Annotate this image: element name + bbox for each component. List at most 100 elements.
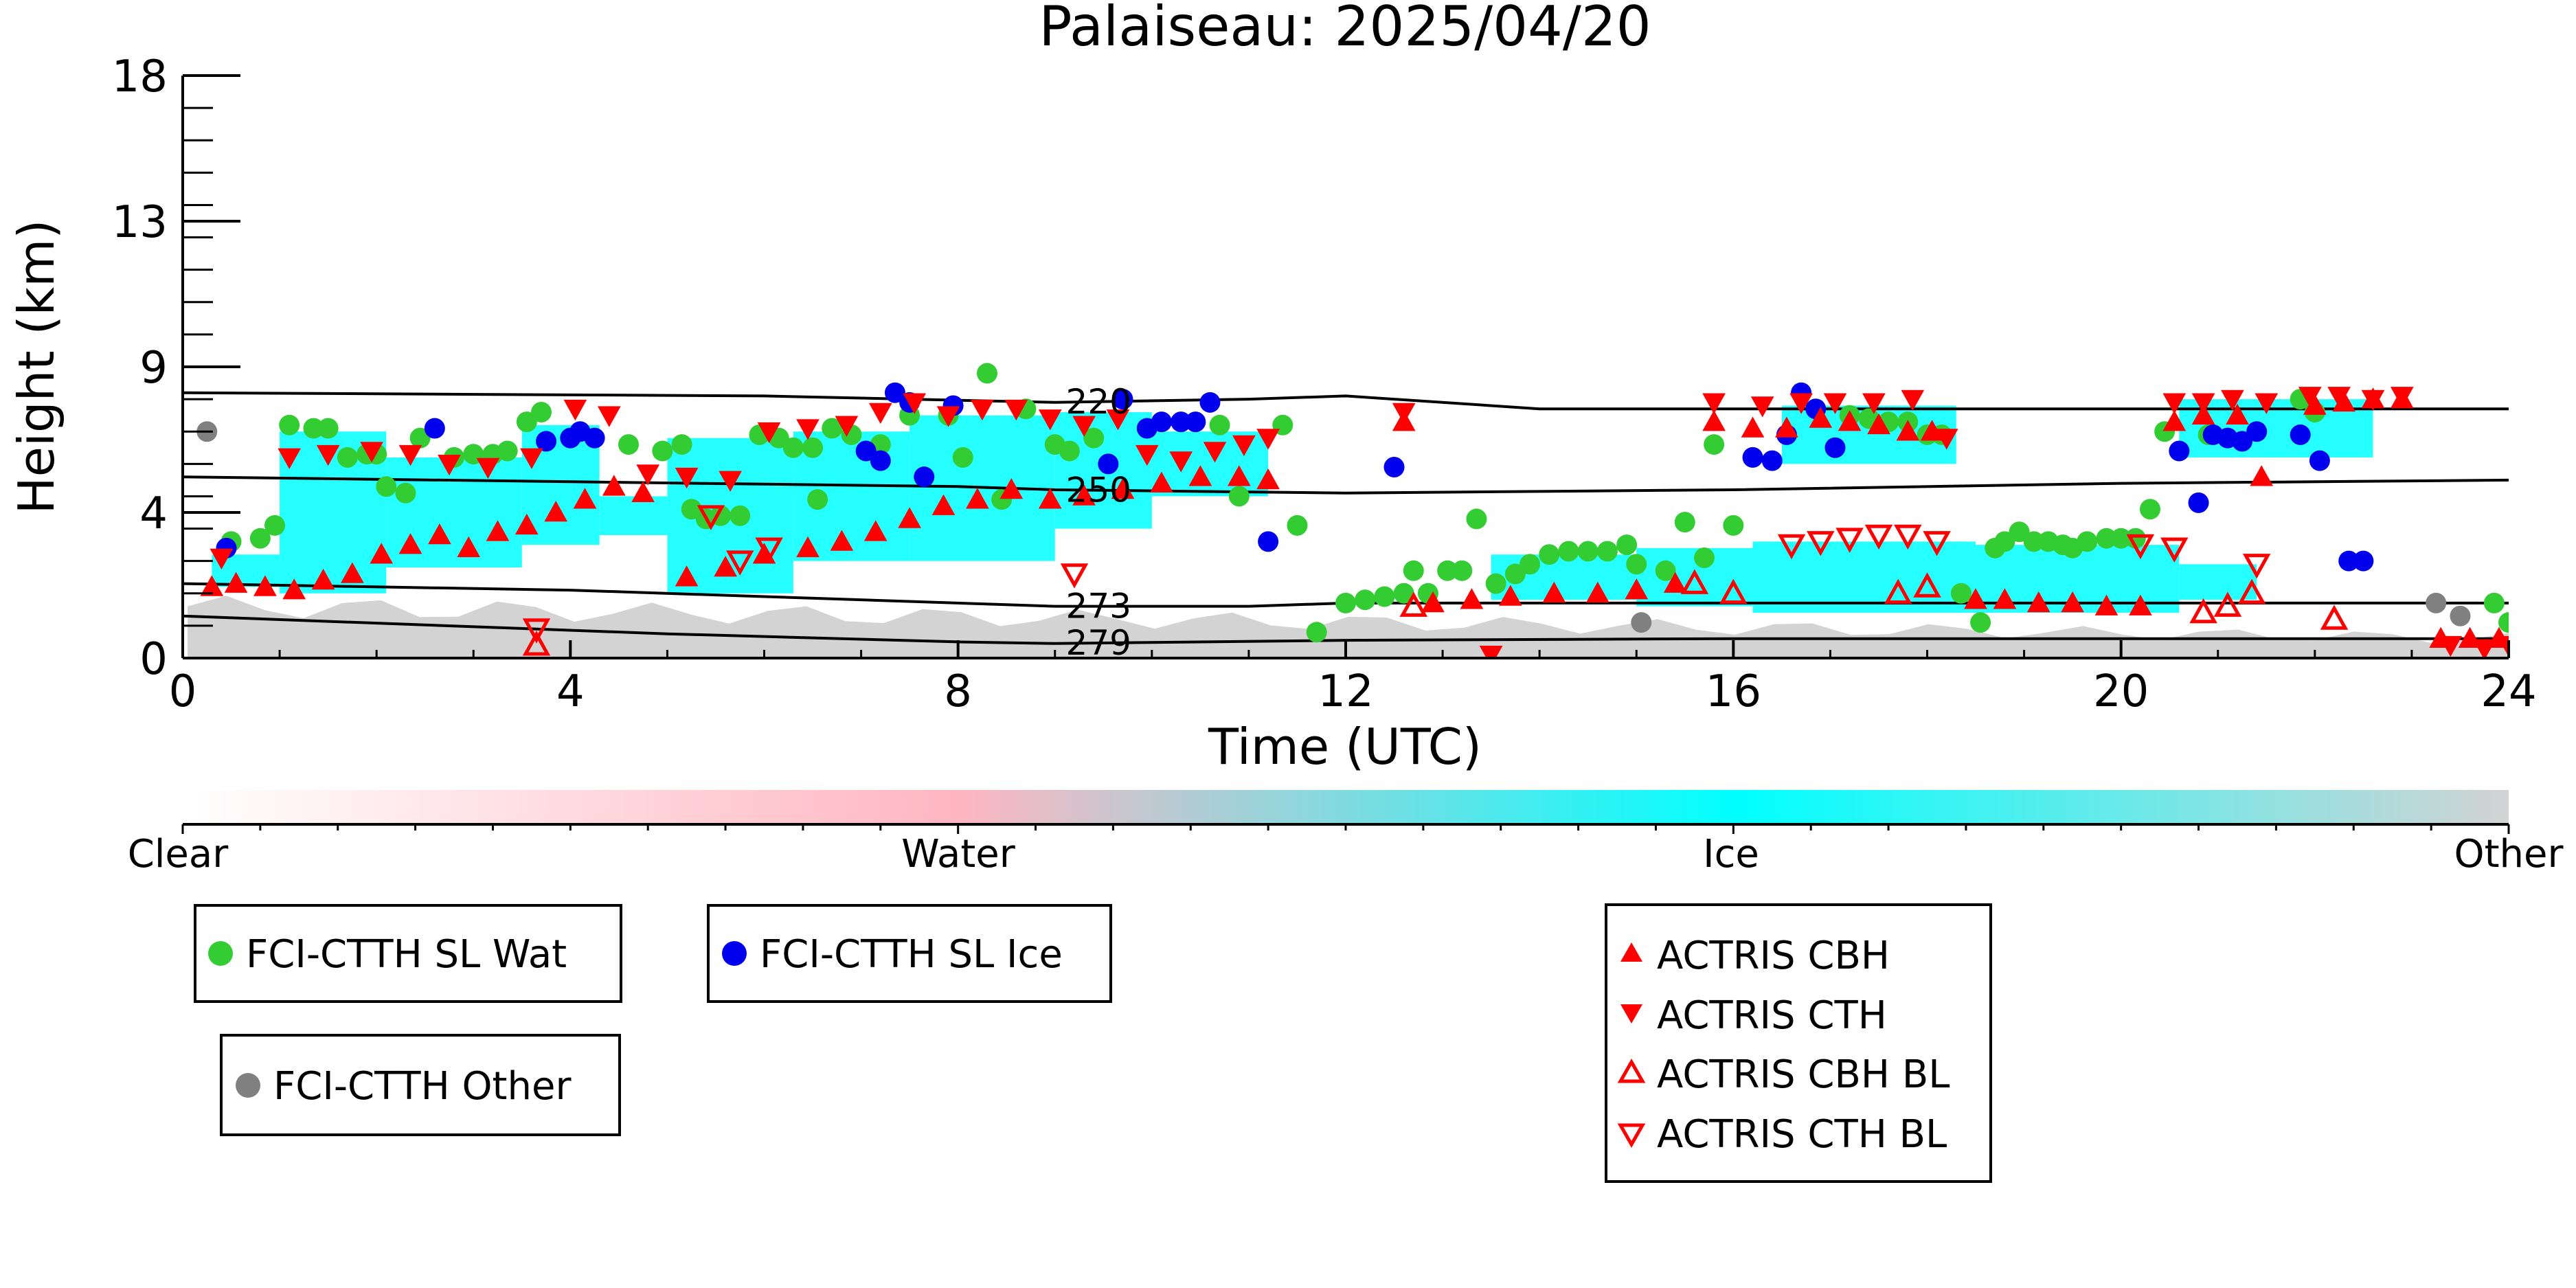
fci-ctth-sl-wat-point-46 [1306,622,1327,643]
y-tick-label-13: 13 [112,197,168,248]
actris-cbh-point-25 [999,477,1024,499]
fci-ctth-sl-wat-point-5 [317,418,339,439]
actris-cbh-point-52 [2061,591,2084,613]
legend-wat-label: FCI-CTTH SL Wat [246,932,567,977]
fci-ctth-sl-wat-point-77 [1970,612,1991,633]
fci-ctth-sl-ice-point-26 [1824,437,1846,458]
actris-cth-point-40 [2221,389,2244,411]
fci-ctth-sl-wat-point-2 [264,515,286,536]
legend-cbh-bl-label: ACTRIS CBH BL [1657,1052,1950,1097]
fci-ctth-sl-wat-point-18 [618,434,639,455]
fci-ctth-sl-wat-point-19 [652,440,673,462]
actris-cbh-point-2 [253,575,277,596]
actris-cbh-point-24 [966,488,989,509]
actris-cth-bl-point-13 [522,618,551,644]
fci-ctth-sl-wat-point-20 [671,434,692,455]
x-tick-label-12: 12 [1318,666,1373,717]
legend-wat-marker [208,941,233,966]
actris-cth-point-46 [2439,635,2463,657]
fci-ctth-sl-wat-point-6 [337,447,358,468]
actris-cbh-point-16 [675,565,699,587]
legend-actris: ACTRIS CBH ACTRIS CTH ACTRIS CBH BL ACTR… [1605,903,1992,1183]
fci-ctth-sl-wat-point-30 [807,489,828,510]
actris-cth-point-10 [636,464,660,486]
actris-cbh-point-54 [2129,594,2152,615]
legend-actris-box [1605,903,1992,1183]
actris-cth-point-34 [1823,393,1847,414]
actris-cth-point-23 [1106,409,1130,431]
axes: 0 4 8 12 16 20 24 0 4 9 13 18 [112,52,2537,717]
actris-cth-point-13 [757,422,781,444]
fci-ctth-sl-wat-point-58 [1519,554,1541,575]
actris-cth-point-38 [2162,393,2187,414]
fci-ctth-sl-ice-point-13 [1112,389,1133,410]
actris-cth-point-9 [597,406,621,427]
actris-cbh-bl-point-9 [2320,605,2349,630]
legend-ice: FCI-CTTH SL Ice [707,904,1112,1003]
actris-cth-point-41 [2255,393,2279,414]
actris-cbh-point-0 [200,575,224,596]
actris-cth-point-37 [1934,429,1958,450]
actris-cbh-point-19 [796,536,820,558]
fci-ctth-sl-wat-point-36 [976,363,997,384]
actris-cth-point-39 [2191,393,2215,414]
data-markers [196,363,2509,658]
fci-ctth-sl-ice-point-5 [584,427,605,449]
y-tick-label-9: 9 [139,343,168,394]
fci-ctth-sl-wat-point-79 [1994,531,2015,552]
contour-label-273: 273 [1066,587,1131,626]
fci-ctth-sl-wat-point-94 [2483,592,2505,613]
fci-ctth-sl-wat-point-87 [2110,528,2132,549]
actris-cbh-bl-point-3 [1719,578,1748,605]
actris-cth-bl-point-0 [697,505,725,530]
fci-ctth-sl-wat-point-48 [1355,589,1376,611]
x-tick-label-20: 20 [2093,666,2149,717]
actris-cbh-point-41 [1702,410,1726,431]
y-tick-label-4: 4 [139,488,168,539]
actris-cbh-point-36 [1498,585,1522,606]
actris-cth-point-12 [719,471,742,492]
legend-cth-marker [1620,1004,1642,1024]
fci-ctth-sl-ice-point-17 [1185,411,1206,433]
actris-cbh-point-4 [311,568,335,590]
x-axis-label: Time (UTC) [1208,718,1482,776]
fci-ctth-sl-ice-point-27 [2169,440,2190,462]
actris-cth-point-33 [1789,393,1813,414]
classification-background [188,399,2509,658]
fci-ctth-sl-wat-point-40 [1059,440,1080,462]
legend-cbh-marker [1620,942,1642,962]
fci-ctth-sl-ice-point-33 [2290,424,2311,445]
fci-ctth-sl-wat-point-86 [2096,528,2117,549]
actris-cbh-point-29 [1150,471,1173,493]
fci-ctth-sl-wat-point-85 [2077,531,2098,552]
actris-cth-point-22 [1072,416,1096,437]
legend-cth-bl-marker [1617,1123,1646,1149]
actris-cbh-point-14 [602,475,626,496]
fci-ctth-sl-wat-point-1 [249,528,271,549]
fci-ctth-sl-wat-point-21 [681,499,702,520]
fci-ctth-sl-ice-point-18 [1199,392,1221,413]
actris-cbh-bl-point-4 [1884,578,1912,605]
fci-ctth-sl-ice-point-21 [1742,447,1763,468]
legend-ice-label: FCI-CTTH SL Ice [760,932,1063,977]
actris-cbh-point-20 [830,530,854,551]
actris-cbh-point-28 [1111,477,1135,499]
actris-cth-point-43 [2327,387,2351,408]
legend-cbh-label: ACTRIS CBH [1657,934,1890,978]
fci-ctth-sl-wat-point-3 [279,414,300,436]
fci-ctth-sl-wat-point-88 [2125,528,2146,549]
fci-ctth-sl-wat-point-10 [395,482,416,504]
actris-cth-point-44 [2361,389,2385,411]
actris-cth-point-17 [903,393,927,414]
actris-cth-bl-point-7 [1864,524,1893,550]
actris-cbh-point-17 [714,556,737,577]
fci-ctth-sl-ice-point-35 [2338,550,2360,572]
x-tick-label-4: 4 [556,666,585,717]
actris-cth-point-8 [563,399,587,421]
fci-ctth-sl-wat-point-68 [1704,434,1725,455]
x-tick-label-8: 8 [944,666,972,717]
actris-cth-point-1 [278,448,302,469]
fci-ctth-sl-wat-point-95 [2498,612,2509,633]
actris-cbh-point-1 [224,572,248,593]
colorbar-label-water: Water [901,832,1016,877]
